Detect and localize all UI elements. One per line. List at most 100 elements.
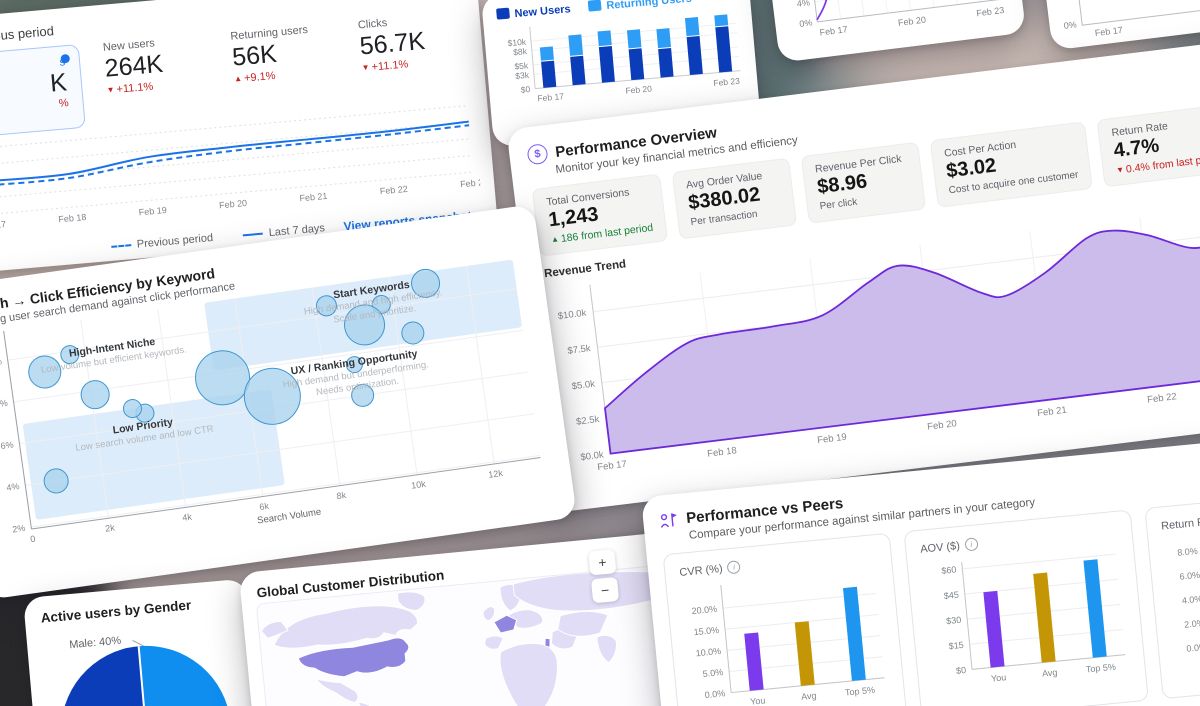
svg-text:$10.0k: $10.0k xyxy=(557,308,587,322)
metric-delta-fragment: % xyxy=(58,96,70,110)
svg-text:$10k: $10k xyxy=(507,37,527,49)
country-iberia xyxy=(484,635,504,650)
legend-swatch-icon xyxy=(587,0,602,12)
dollar-circle-icon: $ xyxy=(526,143,549,166)
country-south-asia xyxy=(596,634,617,664)
svg-text:12k: 12k xyxy=(488,468,504,480)
svg-text:0%: 0% xyxy=(799,17,813,29)
svg-text:6.0%: 6.0% xyxy=(1179,570,1200,582)
svg-text:8%: 8% xyxy=(0,398,8,410)
quadrant-region xyxy=(22,389,285,520)
peer-bar-top5 xyxy=(842,586,866,681)
svg-text:$0: $0 xyxy=(956,665,967,676)
peer-bar-avg xyxy=(794,621,815,686)
svg-text:4k: 4k xyxy=(182,512,193,523)
radio-selected-icon[interactable] xyxy=(60,53,71,64)
keyword-bubble xyxy=(411,268,441,298)
svg-text:You: You xyxy=(991,672,1007,683)
svg-text:Avg: Avg xyxy=(1042,667,1058,678)
svg-text:Feb 18: Feb 18 xyxy=(58,212,87,224)
bar-new-users xyxy=(686,35,703,76)
down-arrow-icon: ▼ xyxy=(1115,164,1125,175)
svg-text:Feb 23: Feb 23 xyxy=(713,76,741,88)
world-map[interactable] xyxy=(255,564,675,706)
tile-revenue-per-click: Revenue Per Click $8.96 Per click xyxy=(800,141,926,224)
zoom-in-button[interactable]: + xyxy=(588,549,617,576)
visitors-overview-card: vs. Previous period s K % New users 264K… xyxy=(0,0,499,276)
svg-text:Top 5%: Top 5% xyxy=(845,685,876,698)
keyword-bubble xyxy=(401,321,425,345)
legend-previous-period: Previous period xyxy=(110,232,214,253)
country-usa-highlighted xyxy=(297,637,410,678)
solid-line-icon xyxy=(242,232,263,237)
svg-text:10%: 10% xyxy=(0,356,2,368)
svg-text:15.0%: 15.0% xyxy=(693,625,719,637)
zoom-out-button[interactable]: − xyxy=(590,576,620,604)
return-rate-bar-chart: 0.0% 2.0% 4.0% 6.0% 8.0% xyxy=(1177,546,1200,654)
svg-text:Feb 20: Feb 20 xyxy=(897,15,926,28)
svg-text:You: You xyxy=(750,695,766,706)
svg-text:4%: 4% xyxy=(796,0,810,9)
svg-text:$15: $15 xyxy=(948,640,964,651)
users-stacked-bar-card: New Users Returning Users $0 $3k $5k $8k $10… xyxy=(480,0,762,148)
info-icon[interactable]: i xyxy=(964,537,979,552)
peer-panel-cvr: CVR (%) i 0.0% 5.0% 10.0% 15.0% 20.0% You Avg To… xyxy=(662,532,908,706)
svg-text:Top 5%: Top 5% xyxy=(1085,662,1116,675)
peer-bar-you xyxy=(744,632,764,691)
axis-tick: 0% xyxy=(1063,19,1078,31)
svg-text:$5k: $5k xyxy=(514,60,529,71)
bar-returning-users xyxy=(568,34,584,56)
tile-total-conversions: Total Conversions 1,243 ▲186 from last p… xyxy=(531,173,668,257)
svg-text:0.0%: 0.0% xyxy=(704,688,725,700)
bar-returning-users xyxy=(656,28,671,49)
series-previous-period xyxy=(0,124,470,187)
svg-text:Feb 20: Feb 20 xyxy=(927,418,958,433)
svg-text:Feb 20: Feb 20 xyxy=(625,83,653,95)
peer-panel-return-rate: Return Rate (%)i 0.0%2.0%4.0%6.0%8.0% xyxy=(1144,488,1200,700)
keyword-bubble xyxy=(195,350,251,406)
svg-text:2k: 2k xyxy=(105,522,116,533)
legend-swatch-icon xyxy=(496,7,510,20)
bar-returning-users xyxy=(539,46,554,61)
svg-text:$7.5k: $7.5k xyxy=(567,343,592,357)
world-map-svg xyxy=(260,571,659,706)
bar-new-users xyxy=(541,60,557,88)
bar-new-users xyxy=(658,48,674,78)
series-last-7-days xyxy=(0,120,469,183)
svg-text:$30: $30 xyxy=(946,615,962,626)
svg-text:$8k: $8k xyxy=(513,46,528,57)
svg-text:$5.0k: $5.0k xyxy=(571,379,596,393)
svg-text:$0: $0 xyxy=(520,84,531,95)
keyword-bubble xyxy=(243,367,301,425)
bar-new-users xyxy=(715,26,733,73)
svg-text:$3k: $3k xyxy=(515,70,530,81)
peer-bar-you xyxy=(983,590,1005,668)
legend-new-users: New Users xyxy=(496,2,571,21)
peer-panel-aov: AOV ($) i $0 $15 $30 $45 $60 You Avg Top 5% xyxy=(903,509,1149,706)
dashed-line-icon xyxy=(110,244,131,248)
bar-returning-users xyxy=(626,29,642,49)
keyword-efficiency-card: Search → Click Efficiency by Keyword Map… xyxy=(0,204,578,600)
svg-text:Feb 18: Feb 18 xyxy=(707,445,738,460)
svg-text:4.0%: 4.0% xyxy=(1181,594,1200,606)
info-icon[interactable]: i xyxy=(726,560,742,575)
keyword-bubble xyxy=(28,355,62,389)
peer-bar-avg xyxy=(1033,572,1056,663)
tile-avg-order-value: Avg Order Value $380.02 Per transaction xyxy=(671,157,797,240)
country-mexico xyxy=(317,678,359,704)
svg-text:4%: 4% xyxy=(6,481,20,493)
svg-text:8k: 8k xyxy=(336,490,347,501)
keyword-bubble xyxy=(60,345,80,365)
country-israel-highlighted xyxy=(544,637,551,649)
country-central-asia xyxy=(557,610,609,637)
gender-pie-card: Active users by Gender Male: 40% xyxy=(23,578,261,706)
svg-text:Avg: Avg xyxy=(801,690,817,701)
keyword-bubble xyxy=(344,304,386,346)
country-france-highlighted xyxy=(493,614,518,634)
svg-text:5.0%: 5.0% xyxy=(702,667,723,679)
keyword-bubble xyxy=(351,383,375,407)
pie-divider xyxy=(137,646,148,706)
svg-text:Feb 17: Feb 17 xyxy=(597,459,628,474)
svg-text:2%: 2% xyxy=(12,523,26,535)
